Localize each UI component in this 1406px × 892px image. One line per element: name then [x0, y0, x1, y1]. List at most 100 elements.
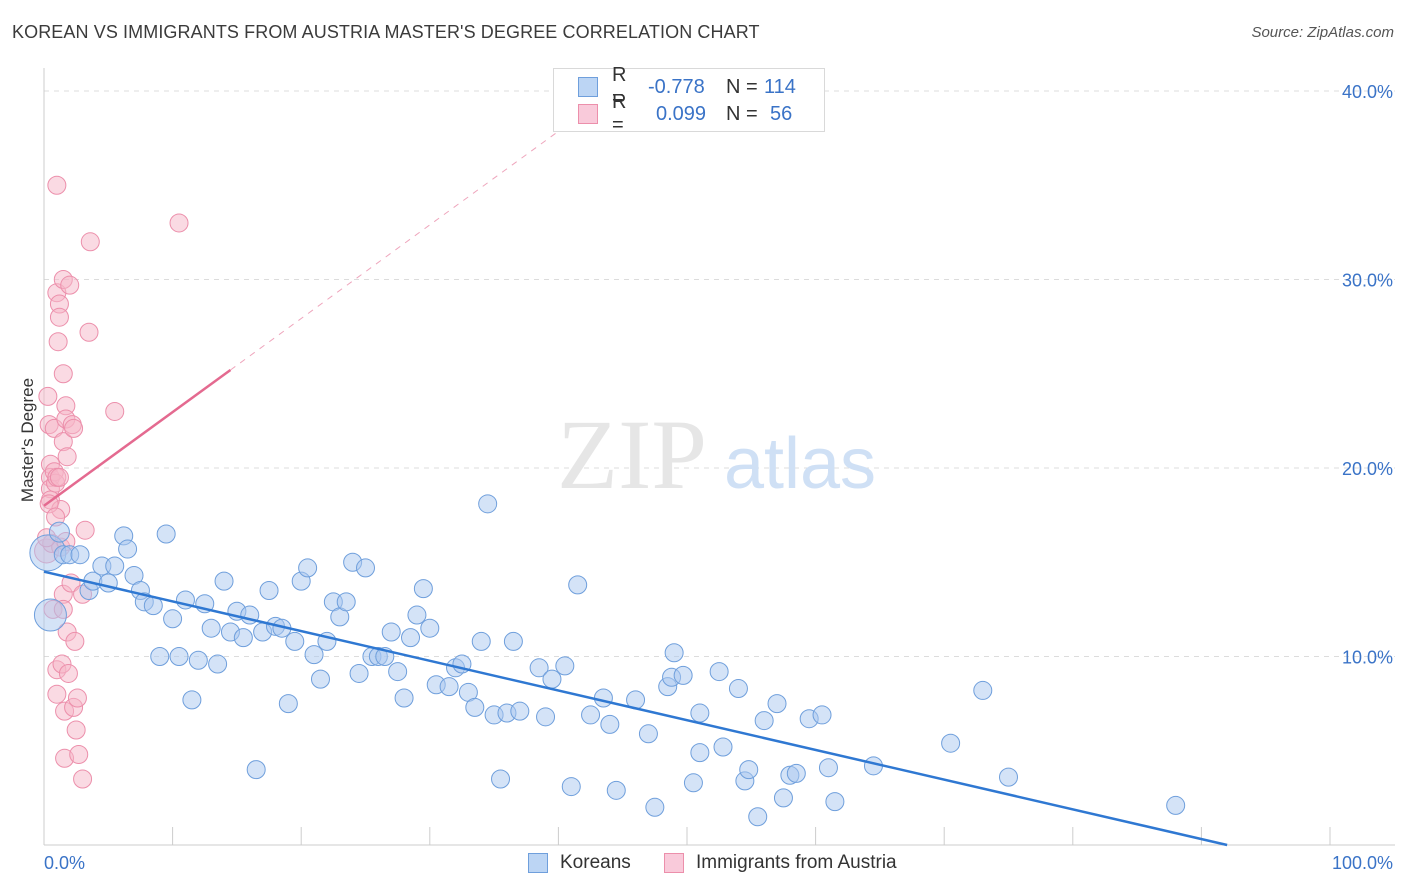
data-point: [105, 556, 125, 576]
data-point: [356, 558, 375, 578]
bottom-legend-label: Koreans: [560, 852, 631, 873]
bottom-legend-swatch-pink: [664, 853, 684, 873]
data-point: [739, 760, 759, 780]
watermark: ZIP atlas: [557, 399, 876, 510]
data-point: [336, 592, 356, 612]
data-point: [188, 650, 208, 670]
data-point: [606, 780, 626, 800]
data-point: [75, 520, 95, 540]
data-point: [503, 631, 523, 651]
data-point: [593, 688, 613, 708]
y-tick-label: 40.0%: [1342, 82, 1393, 102]
trend-lines: [43, 130, 1228, 847]
bottom-legend-austria: Immigrants from Austria: [664, 852, 897, 874]
source-note: Source: ZipAtlas.com: [1251, 24, 1394, 41]
data-point: [439, 677, 459, 697]
data-point: [1166, 795, 1186, 815]
data-point: [246, 760, 266, 780]
data-point: [529, 658, 549, 678]
data-point: [713, 737, 733, 757]
data-point: [465, 697, 485, 717]
data-point: [33, 598, 67, 632]
data-point: [420, 618, 440, 638]
legend-r-value: -0.778: [648, 75, 705, 98]
data-point: [600, 714, 620, 734]
data-point: [388, 662, 408, 682]
trend-line-koreans: [43, 570, 1228, 847]
legend-swatch-pink: [578, 104, 598, 124]
data-point: [47, 175, 67, 195]
data-point: [690, 743, 710, 763]
data-point: [709, 662, 729, 682]
y-tick-label: 10.0%: [1342, 648, 1393, 668]
watermark-atlas: atlas: [724, 424, 876, 504]
data-point: [413, 579, 433, 599]
data-point: [47, 684, 67, 704]
data-point: [407, 605, 427, 625]
legend-swatch-blue: [578, 77, 598, 97]
trend-line-austria: [43, 368, 232, 507]
data-point: [79, 322, 99, 342]
data-point: [673, 665, 693, 685]
data-point: [683, 773, 703, 793]
data-point: [156, 524, 176, 544]
data-point: [169, 647, 189, 666]
data-point: [208, 654, 228, 674]
legend-n-value: 56: [770, 102, 793, 125]
data-point: [394, 688, 414, 708]
data-point: [60, 275, 80, 295]
legend-r-label: R =: [612, 64, 627, 109]
data-point: [169, 213, 189, 233]
legend-row-blue: R = -0.778 N = 114: [578, 64, 796, 109]
bottom-legend-koreans: Koreans: [528, 852, 631, 874]
data-point: [561, 777, 581, 797]
bottom-legend-swatch-blue: [528, 853, 548, 873]
data-point: [66, 720, 86, 740]
data-point: [201, 618, 221, 638]
bottom-legend: Koreans Immigrants from Austria: [0, 852, 1406, 878]
data-point: [182, 690, 202, 710]
data-point: [67, 688, 87, 708]
data-point: [664, 643, 684, 663]
data-point: [581, 705, 601, 725]
data-point: [310, 669, 330, 689]
legend-n-label: N =: [726, 102, 758, 125]
data-point: [381, 622, 401, 642]
data-point: [58, 663, 78, 683]
data-point: [285, 631, 305, 651]
data-point: [825, 792, 845, 812]
legend-r-value: 0.099: [656, 102, 707, 125]
data-point: [973, 680, 993, 700]
data-point: [48, 332, 68, 352]
legend-box: R = -0.778 N = 114 R = 0.099 N = 56: [553, 64, 825, 136]
data-point: [48, 521, 70, 543]
data-point: [999, 767, 1018, 787]
data-point: [150, 647, 170, 666]
x-tick-label: 0.0%: [44, 853, 85, 873]
data-point: [233, 628, 253, 648]
data-point: [69, 745, 89, 765]
bottom-legend-label: Immigrants from Austria: [696, 852, 897, 873]
data-point: [536, 707, 556, 727]
data-point: [728, 679, 748, 699]
data-point: [818, 758, 838, 778]
data-point: [773, 788, 793, 808]
legend-row-pink: R = 0.099 N = 56: [578, 91, 793, 136]
grid-lines: [44, 90, 1395, 657]
axes: [43, 68, 1395, 846]
data-point: [812, 705, 832, 725]
data-point: [53, 364, 73, 384]
data-point: [401, 628, 421, 648]
watermark-zip: ZIP: [557, 399, 707, 510]
data-point: [80, 232, 100, 252]
data-point: [491, 769, 511, 789]
y-tick-label: 30.0%: [1342, 271, 1393, 291]
data-point: [304, 645, 324, 665]
data-point: [767, 694, 787, 714]
trend-extension-austria: [230, 130, 559, 371]
data-point: [64, 418, 84, 438]
data-point: [748, 807, 768, 827]
x-tick-label: 100.0%: [1332, 853, 1393, 873]
data-point: [49, 467, 69, 487]
